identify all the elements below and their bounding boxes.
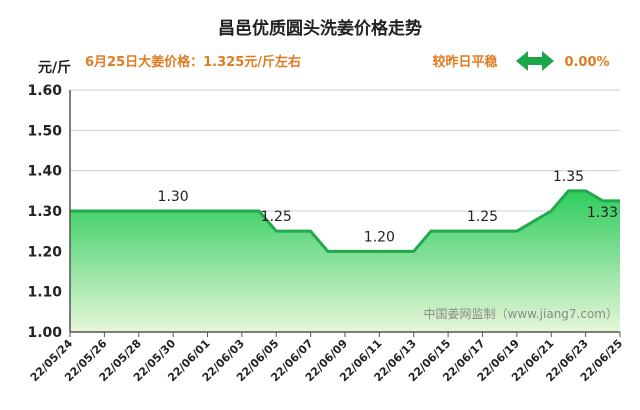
- y-tick-label: 1.00: [27, 325, 62, 341]
- watermark: 中国姜网监制（www.jiang7.com）: [424, 306, 618, 321]
- x-axis-ticks: 22/05/2422/05/2622/05/2822/05/3022/06/01…: [28, 332, 625, 384]
- y-tick-label: 1.20: [27, 244, 62, 260]
- change-percent: 0.00%: [564, 55, 609, 70]
- data-label: 1.20: [364, 229, 395, 245]
- data-label: 1.30: [158, 189, 189, 205]
- y-axis-ticks: 1.00 1.10 1.20 1.30 1.40 1.50 1.60: [27, 83, 62, 341]
- y-axis-unit-label: 元/斤: [38, 59, 71, 76]
- y-tick-label: 1.30: [27, 204, 62, 220]
- data-label: 1.25: [467, 209, 498, 225]
- price-line: [70, 189, 620, 253]
- y-tick-label: 1.10: [27, 285, 62, 301]
- current-price-note: 6月25日大姜价格：1.325元/斤左右: [85, 54, 301, 70]
- data-label: 1.25: [261, 209, 292, 225]
- daily-change-note: 较昨日平稳: [432, 54, 497, 70]
- y-tick-label: 1.50: [27, 123, 62, 139]
- chart-title: 昌邑优质圆头洗姜价格走势: [218, 18, 422, 39]
- y-tick-label: 1.60: [27, 83, 62, 99]
- area-fill: [70, 190, 620, 332]
- price-area: [70, 189, 620, 332]
- y-tick-label: 1.40: [27, 164, 62, 180]
- data-labels: 1.30 1.25 1.20 1.25 1.35 1.33: [158, 169, 618, 246]
- data-label: 1.35: [553, 169, 584, 185]
- data-label: 1.33: [587, 205, 618, 221]
- double-arrow-icon: [516, 51, 554, 71]
